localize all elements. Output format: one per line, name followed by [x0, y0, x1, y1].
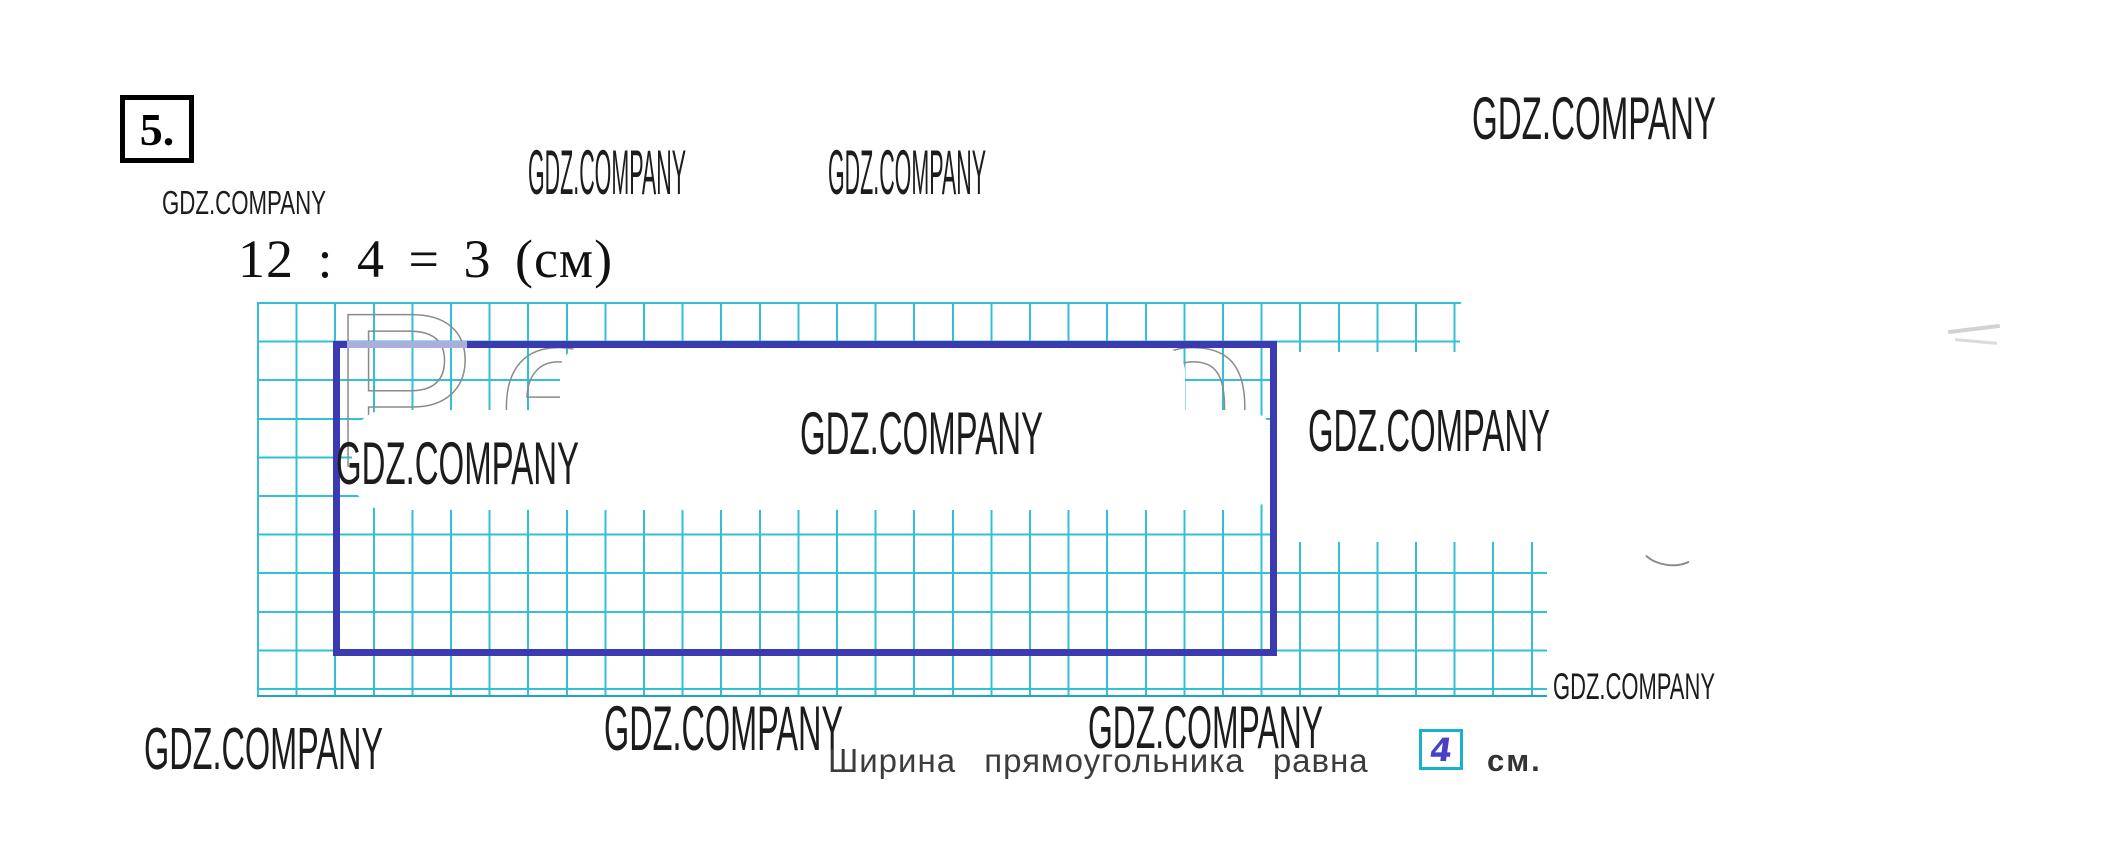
erase-patch: [1460, 296, 1572, 356]
scan-artifact-curve: [1637, 526, 1701, 570]
gdz-watermark-text: GDZ.COMPANY: [162, 184, 326, 221]
solution-equation: 12 : 4 = 3 (см): [238, 229, 614, 289]
gdz-watermark-text: GDZ.COMPANY: [828, 138, 986, 208]
scan-artifact-dash: [1947, 323, 2001, 335]
erase-patch: [1272, 352, 1567, 542]
answer-value-box: 4: [1419, 729, 1463, 770]
gdz-watermark-text: GDZ.COMPANY: [336, 430, 579, 497]
erase-patch: [560, 346, 1185, 446]
gdz-watermark: GDZ.COMPANY: [1472, 85, 1716, 152]
gdz-watermark: GDZ.COMPANY: [800, 400, 1043, 467]
gdz-watermark: GDZ.COMPANY: [336, 430, 579, 497]
gdz-watermark-text: GDZ.COMPANY: [1308, 398, 1550, 464]
gdz-watermark-text: GDZ.COMPANY: [800, 400, 1043, 467]
gdz-watermark-text: GDZ.COMPANY: [1472, 85, 1716, 152]
problem-number-box: 5.: [120, 95, 194, 163]
gdz-watermark: GDZ.COMPANY: [604, 694, 843, 764]
gdz-watermark-text: GDZ.COMPANY: [1553, 666, 1715, 707]
gdz-watermark: GDZ.COMPANY: [1308, 398, 1550, 464]
answer-unit: см.: [1487, 743, 1542, 778]
gdz-watermark: GDZ.COMPANY: [162, 184, 326, 221]
answer-value: 4: [1427, 730, 1455, 769]
gdz-watermark: GDZ.COMPANY: [1088, 694, 1323, 761]
rectangle-faded-segment: [347, 341, 467, 348]
gdz-watermark-text: GDZ.COMPANY: [528, 138, 686, 208]
rectangle-figure: [333, 341, 1277, 656]
gdz-watermark: GDZ.COMPANY: [828, 138, 986, 208]
gdz-watermark: GDZ.COMPANY: [528, 138, 686, 208]
gdz-watermark: GDZ.COMPANY: [144, 716, 383, 782]
gdz-watermark-text: GDZ.COMPANY: [144, 716, 383, 782]
answer-sentence: Ширина прямоугольника равна: [828, 742, 1369, 779]
scan-artifact-dash: [1954, 338, 1998, 345]
problem-number: 5.: [139, 103, 175, 155]
gdz-watermark-text: GDZ.COMPANY: [1088, 694, 1323, 761]
gdz-watermark: GDZ.COMPANY: [1553, 666, 1715, 707]
gdz-watermark-text: GDZ.COMPANY: [604, 694, 843, 764]
